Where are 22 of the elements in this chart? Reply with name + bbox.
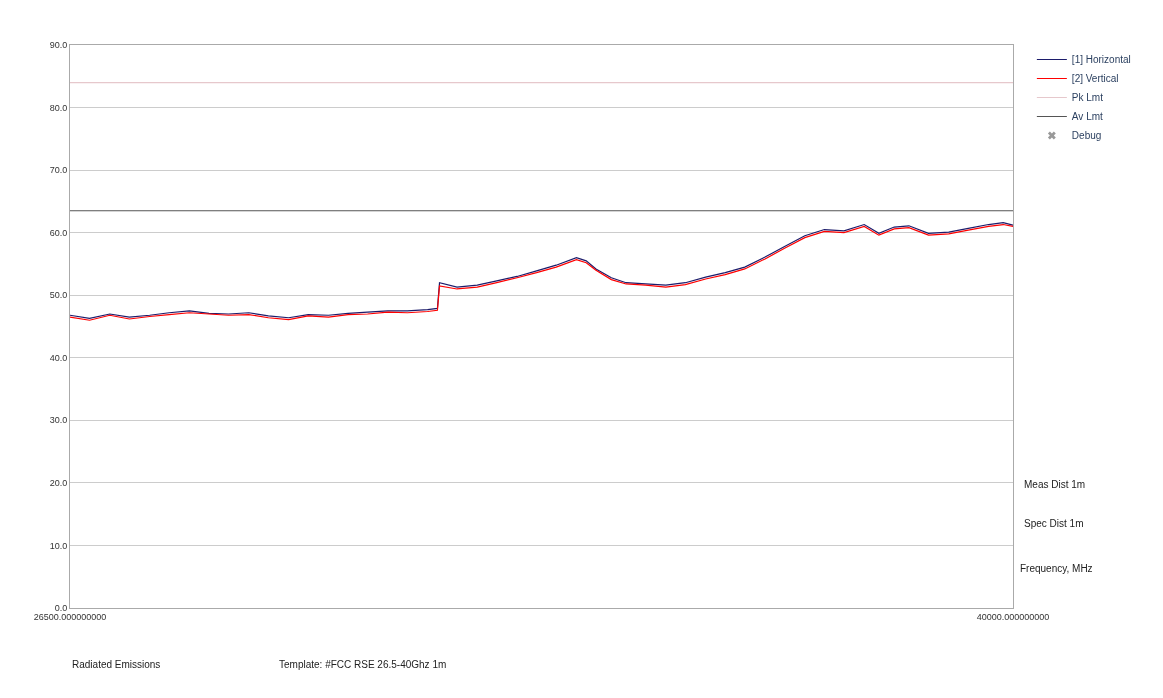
legend-label: [1] Horizontal: [1071, 54, 1131, 66]
text: Spec Dist 1m: [1024, 518, 1084, 529]
y-tick-label: 50.0: [49, 290, 68, 301]
legend-label: Pk Lmt: [1071, 92, 1104, 104]
y-tick-label: 90.0: [49, 40, 68, 51]
text: Radiated Emissions: [72, 659, 161, 670]
legend-label: Av Lmt: [1071, 111, 1104, 123]
legend-label: [2] Vertical: [1071, 73, 1119, 85]
y-tick-label: 0.0: [54, 603, 68, 614]
y-tick-label: 60.0: [49, 227, 68, 238]
x-tick-label: 40000.000000000: [976, 611, 1050, 622]
y-tick-label: 30.0: [49, 415, 68, 426]
text: Template: #FCC RSE 26.5-40Ghz 1m: [279, 659, 447, 670]
legend-label: Debug: [1071, 130, 1102, 142]
y-tick-label: 40.0: [49, 352, 68, 363]
x-axis-title: Frequency, MHz: [1020, 563, 1093, 574]
y-tick-label: 80.0: [49, 102, 68, 113]
text: Meas Dist 1m: [1024, 479, 1086, 490]
y-tick-label: 10.0: [49, 540, 68, 551]
x-tick-label: 26500.000000000: [33, 611, 107, 622]
y-tick-label: 70.0: [49, 165, 68, 176]
y-tick-label: 20.0: [49, 478, 68, 489]
